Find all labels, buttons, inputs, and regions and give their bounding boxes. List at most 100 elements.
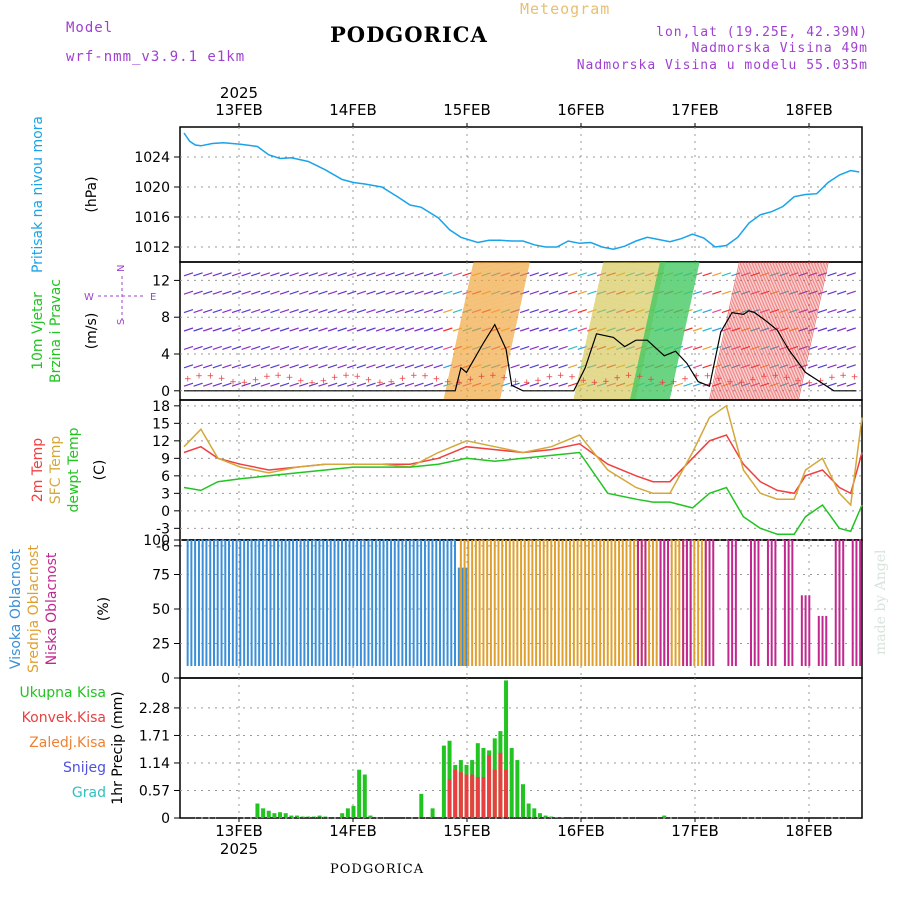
wind-hatch: [779, 261, 811, 401]
wind-hatch: [657, 261, 689, 401]
wind-hatch: [487, 261, 519, 401]
wind-barb: [836, 272, 847, 277]
x-tick-label-top: 18FEB: [785, 101, 832, 119]
wind-hatch: [459, 261, 491, 401]
y-tick-label: 1016: [134, 210, 170, 226]
wind-barb: [577, 309, 587, 314]
wind-barb: [279, 345, 290, 350]
wind-barb: [414, 290, 424, 295]
wind-hatch: [453, 261, 485, 401]
y-axis-label: SFC Temp: [48, 436, 64, 505]
precip-bar-conv_precip: [453, 769, 458, 818]
wind-barb: [750, 364, 760, 369]
wind-barb: [260, 345, 271, 350]
wind-barb: [452, 272, 463, 277]
wind-barb: [251, 327, 261, 332]
y-tick-label: 1.71: [139, 728, 170, 744]
wind-barb: [212, 290, 223, 295]
wind-barb: [270, 345, 280, 350]
precip-bar-total_precip: [345, 808, 350, 818]
wind-barb: [299, 309, 309, 314]
precip-bar-conv_precip: [458, 772, 463, 818]
wind-barb: [548, 290, 559, 295]
wind-barb: [289, 345, 299, 350]
wind-barb: [279, 309, 290, 314]
wind-hatch: [583, 261, 615, 401]
wind-barb: [539, 364, 549, 369]
wind-hatch: [665, 261, 697, 401]
y-tick-label: 2.28: [139, 701, 170, 717]
wind-barb: [212, 345, 223, 350]
wind-barb: [846, 364, 856, 369]
precip-legend-4: Grad: [72, 785, 106, 801]
wind-hatch: [617, 261, 649, 401]
wind-hatch: [715, 261, 746, 401]
wind-barb: [347, 382, 357, 387]
wind-barb: [279, 290, 290, 295]
wind-hatch: [615, 261, 647, 401]
wind-hatch: [718, 261, 749, 401]
wind-hatch: [451, 261, 482, 401]
wind-hatch: [668, 261, 699, 401]
precip-bar-total_precip: [283, 813, 288, 818]
y-tick-label: 0: [161, 384, 170, 400]
wind-hatch: [623, 261, 654, 401]
wind-barb: [539, 327, 549, 332]
wind-hatch: [633, 261, 665, 401]
wind-barb: [452, 309, 463, 314]
wind-hatch: [483, 261, 514, 401]
gust-mark: +: [467, 375, 475, 385]
wind-barb: [846, 290, 856, 295]
wind-barb: [423, 272, 434, 277]
wind-hatch: [709, 261, 740, 401]
wind-barb: [366, 382, 376, 387]
gust-mark: +: [184, 375, 192, 385]
wind-barb: [327, 272, 338, 277]
wind-hatch: [608, 261, 640, 401]
wind-barb: [808, 327, 818, 332]
precip-bar-total_precip: [266, 810, 271, 818]
wind-hatch: [664, 261, 696, 401]
gust-mark: +: [331, 373, 339, 383]
series-line-pressure: [183, 132, 860, 250]
wind-barb: [203, 290, 213, 295]
wind-barb: [318, 309, 328, 314]
y-tick-label: 6: [161, 469, 170, 485]
wind-barb: [395, 382, 405, 387]
wind-barb: [289, 272, 299, 277]
wind-barb: [385, 327, 395, 332]
gust-mark: +: [297, 377, 305, 387]
wind-hatch: [499, 261, 530, 401]
precip-bar-conv_precip: [470, 774, 475, 818]
wind-barb: [423, 327, 434, 332]
y-tick-label: 12: [152, 434, 170, 450]
wind-barb: [519, 309, 530, 314]
wind-hatch: [645, 261, 677, 401]
wind-barb: [375, 345, 386, 350]
wind-hatch: [764, 261, 796, 401]
wind-barb: [270, 382, 280, 387]
wind-barb: [193, 272, 203, 277]
wind-barb: [337, 309, 347, 314]
wind-hatch: [577, 261, 609, 401]
gust-mark: +: [738, 378, 746, 388]
wind-hatch: [464, 261, 496, 401]
precip-bar-total_precip: [526, 803, 531, 818]
wind-barb: [808, 364, 818, 369]
wind-barb: [529, 345, 539, 350]
panel-wind: 0 4 8 12 10m Vjetar Brzina i Pravac (m/s) N E W S +…: [30, 261, 863, 401]
wind-barb: [231, 345, 242, 350]
wind-hatch: [446, 261, 478, 401]
compass-n: N: [116, 265, 127, 272]
wind-hatch: [616, 261, 648, 401]
wind-hatch: [606, 261, 638, 401]
gust-mark: +: [489, 371, 497, 381]
wind-hatch: [781, 261, 813, 401]
wind-hatch: [454, 261, 486, 401]
wind-barb: [375, 272, 386, 277]
precip-bar-total_precip: [549, 816, 554, 818]
wind-hatch: [496, 261, 528, 401]
wind-hatch: [631, 261, 663, 401]
gust-mark: +: [693, 371, 701, 381]
wind-hatch: [458, 261, 490, 401]
